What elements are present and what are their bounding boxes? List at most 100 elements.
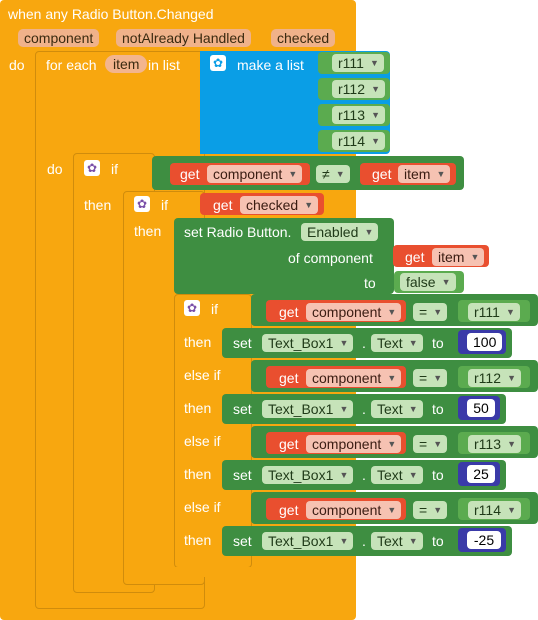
- foreach-do-label: do: [47, 161, 63, 177]
- chevron-down-icon: ▼: [436, 169, 446, 179]
- get-component-dropdown[interactable]: component ▼: [306, 303, 402, 321]
- then-label: then: [184, 532, 212, 548]
- textbox-component-dropdown[interactable]: Text_Box1 ▼: [262, 334, 354, 352]
- get-component-dropdown[interactable]: component ▼: [207, 165, 303, 183]
- chevron-down-icon: ▼: [408, 470, 418, 480]
- textbox-component-dropdown[interactable]: Text_Box1 ▼: [262, 532, 354, 550]
- get-label: get: [372, 166, 392, 182]
- chevron-down-icon: ▼: [507, 505, 516, 515]
- text-property-dropdown[interactable]: Text ▼: [371, 532, 423, 550]
- set-label: set: [233, 335, 252, 351]
- dot-separator: .: [362, 401, 366, 417]
- chevron-down-icon: ▼: [339, 404, 349, 414]
- eq-operator-dropdown[interactable]: = ▼: [413, 369, 448, 387]
- chevron-down-icon: ▼: [470, 252, 480, 262]
- to-label: to: [364, 275, 376, 291]
- make-list-label: make a list: [237, 57, 304, 73]
- text-property-dropdown[interactable]: Text ▼: [371, 334, 423, 352]
- enabled-property-dropdown[interactable]: Enabled ▼: [301, 223, 379, 241]
- if-checked-label: if: [161, 197, 168, 213]
- dot-separator: .: [362, 335, 366, 351]
- chevron-down-icon: ▼: [408, 338, 418, 348]
- chevron-down-icon: ▼: [441, 277, 451, 287]
- radio-text-r111[interactable]: r111 ▼: [468, 303, 520, 321]
- textbox-component-dropdown[interactable]: Text_Box1 ▼: [262, 400, 354, 418]
- set-label: set: [233, 467, 252, 483]
- chevron-down-icon: ▼: [433, 505, 443, 515]
- get-checked-dropdown[interactable]: checked ▼: [240, 196, 319, 214]
- chevron-down-icon: ▼: [387, 373, 397, 383]
- foreach-in-list-label: in list: [148, 57, 180, 73]
- get-item-dropdown-2[interactable]: item ▼: [432, 248, 485, 266]
- chevron-down-icon: ▼: [507, 373, 516, 383]
- to-label: to: [432, 335, 444, 351]
- get-item-dropdown[interactable]: item ▼: [398, 165, 451, 183]
- else-if-label: else if: [184, 367, 221, 383]
- chevron-down-icon: ▼: [387, 505, 397, 515]
- list-item-r111[interactable]: r111 ▼: [332, 54, 384, 72]
- radio-text-r112[interactable]: r112 ▼: [468, 369, 521, 387]
- text-property-dropdown[interactable]: Text ▼: [371, 400, 423, 418]
- set-label: set: [233, 533, 252, 549]
- number-value--25[interactable]: -25: [467, 531, 501, 549]
- number-value-50[interactable]: 50: [467, 399, 495, 417]
- chevron-down-icon: ▼: [506, 307, 515, 317]
- param-checked[interactable]: checked: [271, 29, 336, 47]
- if-outer-gear-icon[interactable]: ✿: [84, 160, 100, 176]
- chevron-down-icon: ▼: [339, 536, 349, 546]
- else-if-label: else if: [184, 499, 221, 515]
- get-label: get: [279, 304, 299, 320]
- chevron-down-icon: ▼: [433, 307, 443, 317]
- text-property-dropdown[interactable]: Text ▼: [371, 466, 423, 484]
- false-dropdown[interactable]: false ▼: [400, 273, 456, 291]
- chevron-down-icon: ▼: [433, 439, 443, 449]
- chevron-down-icon: ▼: [408, 536, 418, 546]
- chevron-down-icon: ▼: [304, 200, 314, 210]
- chevron-down-icon: ▼: [371, 136, 380, 146]
- chevron-down-icon: ▼: [339, 338, 349, 348]
- list-item-r114[interactable]: r114 ▼: [332, 132, 385, 150]
- of-component-label: of component: [288, 250, 373, 266]
- list-item-r112[interactable]: r112 ▼: [332, 80, 385, 98]
- event-do-label: do: [9, 57, 25, 73]
- get-label: get: [279, 436, 299, 452]
- number-value-100[interactable]: 100: [467, 333, 503, 351]
- get-component-dropdown[interactable]: component ▼: [306, 435, 402, 453]
- mutator-gear-icon[interactable]: ✿: [210, 55, 226, 71]
- list-item-r113[interactable]: r113 ▼: [332, 106, 385, 124]
- eq-operator-dropdown[interactable]: = ▼: [413, 303, 448, 321]
- get-label: get: [180, 166, 200, 182]
- param-not-already-handled[interactable]: notAlready Handled: [116, 29, 251, 47]
- set-label: set: [233, 401, 252, 417]
- radio-text-r114[interactable]: r114 ▼: [468, 501, 521, 519]
- chevron-down-icon: ▼: [339, 470, 349, 480]
- neq-operator-dropdown[interactable]: ≠ ▼: [316, 165, 350, 183]
- chevron-down-icon: ▼: [371, 84, 380, 94]
- get-label: get: [405, 249, 425, 265]
- then-label: then: [184, 466, 212, 482]
- number-value-25[interactable]: 25: [467, 465, 495, 483]
- chevron-down-icon: ▼: [370, 58, 379, 68]
- get-component-dropdown[interactable]: component ▼: [306, 501, 402, 519]
- to-label: to: [432, 401, 444, 417]
- foreach-label: for each: [46, 57, 97, 73]
- then-label: then: [184, 334, 212, 350]
- get-label: get: [279, 502, 299, 518]
- foreach-var-item[interactable]: item: [105, 55, 148, 73]
- if-checked-gear-icon[interactable]: ✿: [134, 196, 150, 212]
- textbox-component-dropdown[interactable]: Text_Box1 ▼: [262, 466, 354, 484]
- get-component-dropdown[interactable]: component ▼: [306, 369, 402, 387]
- eq-operator-dropdown[interactable]: = ▼: [413, 435, 448, 453]
- chevron-down-icon: ▼: [387, 307, 397, 317]
- if-label: if: [211, 301, 218, 317]
- block-footer: [174, 567, 252, 577]
- radio-text-r113[interactable]: r113 ▼: [468, 435, 521, 453]
- chevron-down-icon: ▼: [335, 169, 345, 179]
- param-component[interactable]: component: [18, 29, 100, 47]
- if-chain-gear-icon[interactable]: ✿: [184, 300, 200, 316]
- chevron-down-icon: ▼: [507, 439, 516, 449]
- else-if-label: else if: [184, 433, 221, 449]
- set-enabled-label: set Radio Button.: [184, 224, 292, 240]
- eq-operator-dropdown[interactable]: = ▼: [413, 501, 448, 519]
- event-title: when any Radio Button.Changed: [8, 6, 214, 22]
